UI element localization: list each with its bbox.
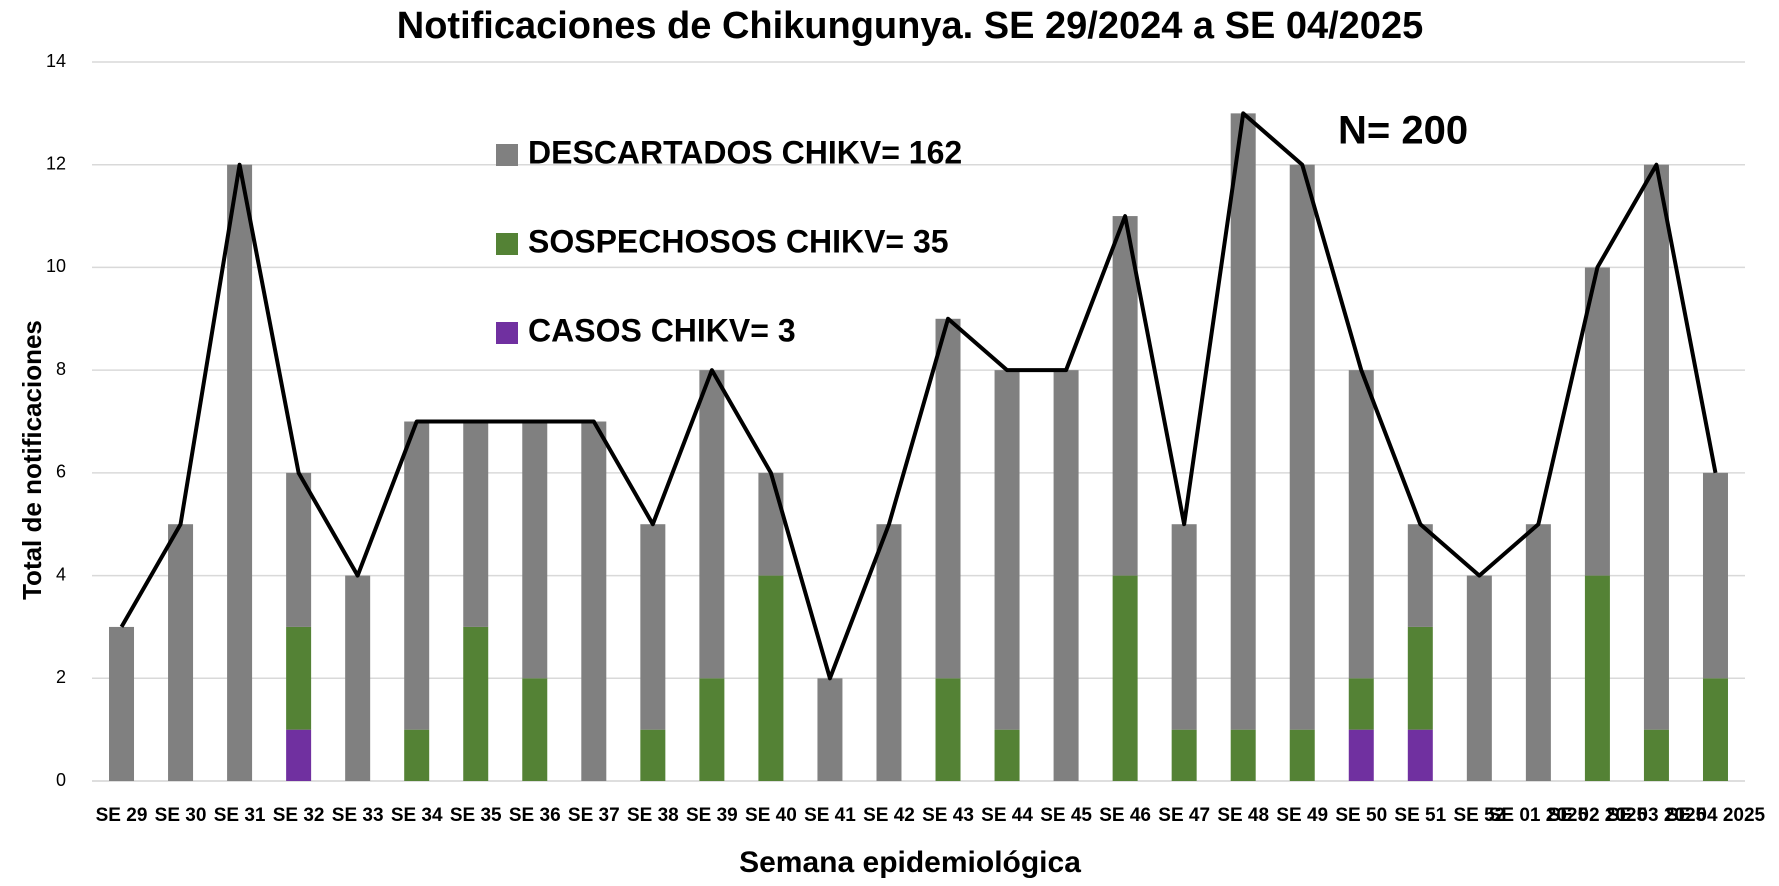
bar-segment — [758, 472, 784, 576]
x-tick-label: SE 35 — [450, 805, 502, 826]
y-tick-label: 2 — [56, 667, 66, 687]
bar-segment — [1171, 729, 1197, 781]
y-tick-label: 4 — [56, 564, 66, 584]
y-tick-label: 6 — [56, 462, 66, 482]
bar-segment — [699, 370, 725, 679]
x-tick-label: SE 04 2025 — [1666, 805, 1766, 826]
bar-segment — [1525, 524, 1551, 781]
legend-label: SOSPECHOSOS CHIKV= 35 — [528, 223, 949, 259]
bar-segment — [1407, 524, 1433, 627]
bar-segment — [817, 678, 843, 781]
bar-segment — [1112, 216, 1138, 576]
bar-segment — [1289, 729, 1315, 781]
bar-segment — [522, 678, 548, 781]
bar-segment — [1466, 575, 1492, 781]
y-axis-title: Total de notificaciones — [17, 320, 47, 600]
bar-segment — [1053, 370, 1079, 781]
bar-segment — [1584, 575, 1610, 781]
bar-segment — [1289, 164, 1315, 730]
x-axis-title: Semana epidemiológica — [739, 846, 1081, 879]
bar-segment — [1348, 370, 1374, 679]
bar-segment — [463, 421, 489, 627]
bar-segment — [640, 524, 666, 730]
bar-segment — [404, 421, 430, 730]
bar-segment — [758, 575, 784, 781]
x-tick-label: SE 51 — [1394, 805, 1446, 826]
x-tick-label: SE 33 — [332, 805, 384, 826]
bar-segment — [1643, 729, 1669, 781]
x-tick-label: SE 36 — [509, 805, 561, 826]
y-tick-label: 14 — [46, 51, 66, 71]
x-tick-label: SE 44 — [981, 805, 1033, 826]
bar-segment — [1171, 524, 1197, 730]
bar-segment — [935, 678, 961, 781]
chart-title: Notificaciones de Chikungunya. SE 29/202… — [397, 5, 1423, 47]
x-tick-label: SE 50 — [1335, 805, 1387, 826]
bar-segment — [168, 524, 194, 781]
legend-swatch — [496, 144, 518, 166]
bar-segment — [1230, 729, 1256, 781]
bar-segment — [286, 472, 312, 627]
x-tick-label: SE 01 2025 — [1489, 805, 1589, 826]
x-tick-label: SE 32 — [273, 805, 325, 826]
bar-segment — [876, 524, 902, 781]
bar-segment — [581, 421, 607, 781]
x-tick-label: SE 37 — [568, 805, 620, 826]
y-tick-label: 8 — [56, 359, 66, 379]
bar-segment — [994, 729, 1020, 781]
x-tick-label: SE 52 — [1453, 805, 1505, 826]
bar-segment — [640, 729, 666, 781]
bar-segment — [286, 626, 312, 730]
legend-label: DESCARTADOS CHIKV= 162 — [528, 134, 962, 170]
bar-segment — [1112, 575, 1138, 781]
x-tick-label: SE 43 — [922, 805, 974, 826]
x-tick-label: SE 49 — [1276, 805, 1328, 826]
bar-segment — [522, 421, 548, 679]
bar-segment — [404, 729, 430, 781]
bar-segment — [1348, 678, 1374, 730]
annotation: N= 200 — [1338, 109, 1468, 153]
x-tick-label: SE 41 — [804, 805, 856, 826]
x-tick-label: SE 03 2025 — [1607, 805, 1707, 826]
bar-segment — [935, 318, 961, 679]
bar-segment — [109, 626, 135, 781]
x-tick-label: SE 42 — [863, 805, 915, 826]
x-tick-label: SE 48 — [1217, 805, 1269, 826]
x-tick-label: SE 29 — [96, 805, 148, 826]
bar-segment — [1407, 626, 1433, 730]
bar-segment — [286, 729, 312, 781]
x-tick-label: SE 30 — [155, 805, 207, 826]
y-tick-label: 12 — [46, 153, 66, 173]
bar-segment — [1348, 729, 1374, 781]
x-tick-label: SE 46 — [1099, 805, 1151, 826]
bar-segment — [1702, 472, 1728, 679]
bar-segment — [227, 164, 253, 781]
bar-segment — [1407, 729, 1433, 781]
legend-swatch — [496, 233, 518, 255]
bar-segment — [1702, 678, 1728, 781]
bar-segment — [994, 370, 1020, 730]
x-tick-label: SE 47 — [1158, 805, 1210, 826]
y-tick-label: 0 — [56, 770, 66, 790]
bar-segment — [699, 678, 725, 781]
y-tick-label: 10 — [46, 256, 66, 276]
x-tick-label: SE 34 — [391, 805, 443, 826]
x-tick-label: SE 40 — [745, 805, 797, 826]
x-tick-label: SE 31 — [214, 805, 266, 826]
legend-swatch — [496, 322, 518, 344]
x-tick-label: SE 38 — [627, 805, 679, 826]
x-tick-label: SE 39 — [686, 805, 738, 826]
bar-segment — [1643, 164, 1669, 730]
x-tick-label: SE 02 2025 — [1548, 805, 1648, 826]
bar-segment — [463, 626, 489, 781]
legend-label: CASOS CHIKV= 3 — [528, 312, 796, 348]
bar-segment — [345, 575, 371, 781]
bar-segment — [1230, 113, 1256, 730]
total-line — [119, 111, 1718, 681]
x-tick-label: SE 45 — [1040, 805, 1092, 826]
bar-segment — [1584, 267, 1610, 576]
